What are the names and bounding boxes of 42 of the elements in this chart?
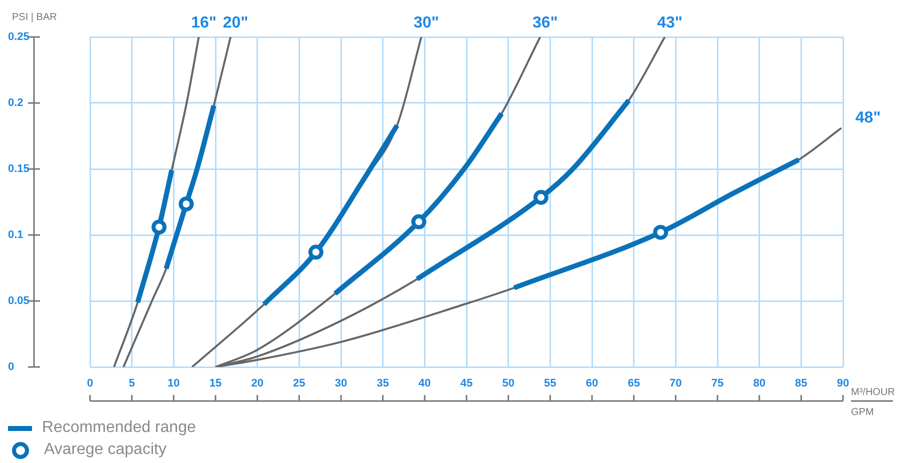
y-tick-label: 0: [8, 361, 14, 374]
x-tick-label: 65: [628, 378, 640, 390]
x-tick-label: 85: [795, 378, 808, 390]
point: [178, 196, 194, 212]
x-tick-label: 70: [670, 378, 682, 390]
x-tick-label: 15: [209, 378, 222, 390]
x-tick-label: 35: [376, 378, 389, 390]
annotation: 30": [414, 14, 440, 32]
x-tick-label: 60: [586, 378, 598, 390]
y-axis-title: PSI | BAR: [12, 12, 57, 23]
y-tick-label: 0.1: [8, 229, 24, 242]
x-tick-label: 25: [293, 378, 306, 390]
x-tick-label: 80: [753, 378, 766, 390]
x-tick-label: 55: [544, 378, 556, 390]
y-tick-label: 0.05: [8, 295, 30, 308]
annotation: 16": [191, 14, 216, 32]
y-tick-label: 0.2: [8, 97, 24, 110]
point: [411, 214, 426, 230]
x-tick-label: 5: [128, 378, 135, 390]
x-tick-label: 40: [418, 378, 431, 390]
point: [308, 244, 324, 260]
point: [653, 224, 668, 240]
legend-label: Recommended range: [42, 418, 196, 438]
x-tick-label: 0: [86, 378, 94, 390]
text: GPM: [851, 406, 874, 418]
legend-label: Avarege capacity: [44, 440, 166, 460]
x-tick-label: 10: [168, 378, 180, 390]
y-tick-label: 0.15: [8, 163, 30, 176]
x-axis-title: M³/HOUR: [851, 386, 895, 398]
annotation: 20": [222, 14, 248, 32]
x-tick-label: 45: [460, 378, 473, 390]
point: [533, 190, 548, 205]
y-tick-label: 0.25: [8, 31, 30, 44]
annotation: 48": [855, 109, 881, 126]
point: [152, 220, 167, 235]
x-tick-label: 30: [334, 378, 348, 390]
x-tick-label: 50: [502, 378, 514, 390]
x-tick-label: 90: [836, 378, 850, 390]
x-tick-label: 75: [711, 378, 724, 390]
annotation: 43": [657, 14, 682, 32]
x-tick-label: 20: [251, 378, 264, 390]
annotation: 36": [532, 14, 558, 32]
